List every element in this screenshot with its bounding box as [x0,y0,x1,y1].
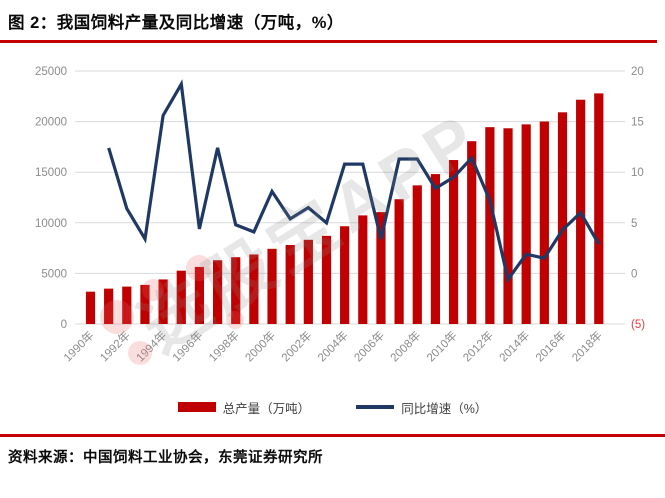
bar-2004 [340,226,350,324]
bar-2002 [303,239,313,324]
x-axis-tick: 2014年 [496,328,532,364]
legend-label-growth: 同比增速（%） [401,401,488,416]
x-axis-tick: 2006年 [351,328,387,364]
left-axis-tick: 0 [61,319,67,331]
chart-area: 0 5000 10000 15000 20000 25000 (5) 0 5 10 15 20 1990… [0,55,665,385]
bar-1996 [194,266,205,324]
bar-series-swatch [177,402,216,412]
bar-1992 [122,286,132,324]
left-axis-tick: 10000 [35,218,67,230]
x-axis-tick: 2002年 [278,328,314,364]
bar-1994 [158,279,168,324]
bar-2009 [430,174,441,324]
figure-footer: 资料来源：中国饲料工业协会，东莞证券研究所 [0,434,665,467]
bar-1990 [85,291,96,324]
bar-2005 [358,215,368,324]
x-axis-tick: 2008年 [387,328,423,364]
bar-1991 [104,288,114,324]
bar-2018 [594,93,604,324]
bar-2008 [412,185,422,324]
bar-2003 [321,235,332,324]
bar-1999 [249,254,259,324]
x-axis-tick: 1992年 [97,328,133,364]
bar-2001 [285,245,295,324]
left-axis-tick: 20000 [35,117,67,129]
left-axis-tick: 5000 [41,268,67,280]
right-axis-tick: 20 [631,66,644,78]
left-axis-tick: 25000 [35,66,67,78]
x-axis-tick: 2004年 [315,328,351,364]
bar-2006 [376,212,386,324]
right-axis-tick: 5 [631,218,637,230]
legend-item-growth: 同比增速（%） [356,398,487,417]
x-axis-tick: 1998年 [206,328,242,364]
feed-chart-svg: 0 5000 10000 15000 20000 25000 (5) 0 5 10 15 20 1990… [35,66,645,364]
bar-1993 [140,284,150,324]
figure-header: 图 2：我国饲料产量及同比增速（万吨，%） [0,0,665,33]
right-axis-tick: (5) [631,319,645,331]
x-axis-tick: 1996年 [169,328,205,364]
source-text: 资料来源：中国饲料工业协会，东莞证券研究所 [8,450,323,466]
right-axis-tick: 10 [631,167,644,179]
title-underline-rule [0,40,657,43]
bar-2016 [557,112,568,324]
bar-2010 [448,160,459,324]
x-axis-tick: 2000年 [242,328,278,364]
right-axis-tick: 15 [631,117,644,129]
production-bars [85,93,604,325]
chart-legend: 总产量（万吨） 同比增速（%） [0,397,665,417]
bar-1995 [176,270,186,324]
left-axis-tick: 15000 [35,167,67,179]
line-series-swatch [356,405,395,409]
right-axis-tick: 0 [631,268,637,280]
bar-2012 [485,127,495,324]
bar-2013 [503,128,513,324]
x-axis-tick: 1994年 [133,328,169,364]
bar-2007 [394,199,404,324]
x-axis-tick: 2016年 [532,328,568,364]
growth-line [107,79,601,284]
bar-2000 [267,248,277,324]
figure-title: 图 2：我国饲料产量及同比增速（万吨，%） [8,14,344,32]
bar-2014 [521,124,531,324]
x-axis-tick: 2018年 [569,328,605,364]
bar-2015 [539,121,549,325]
bar-1998 [231,257,241,324]
x-axis-tick: 2010年 [424,328,460,364]
legend-item-production: 总产量（万吨） [177,398,311,417]
bar-1997 [212,260,223,324]
bar-2011 [467,141,477,324]
legend-label-production: 总产量（万吨） [222,401,311,416]
x-axis-tick: 2012年 [460,328,496,364]
x-axis-tick: 1990年 [60,328,96,364]
source-divider-rule [0,434,665,437]
